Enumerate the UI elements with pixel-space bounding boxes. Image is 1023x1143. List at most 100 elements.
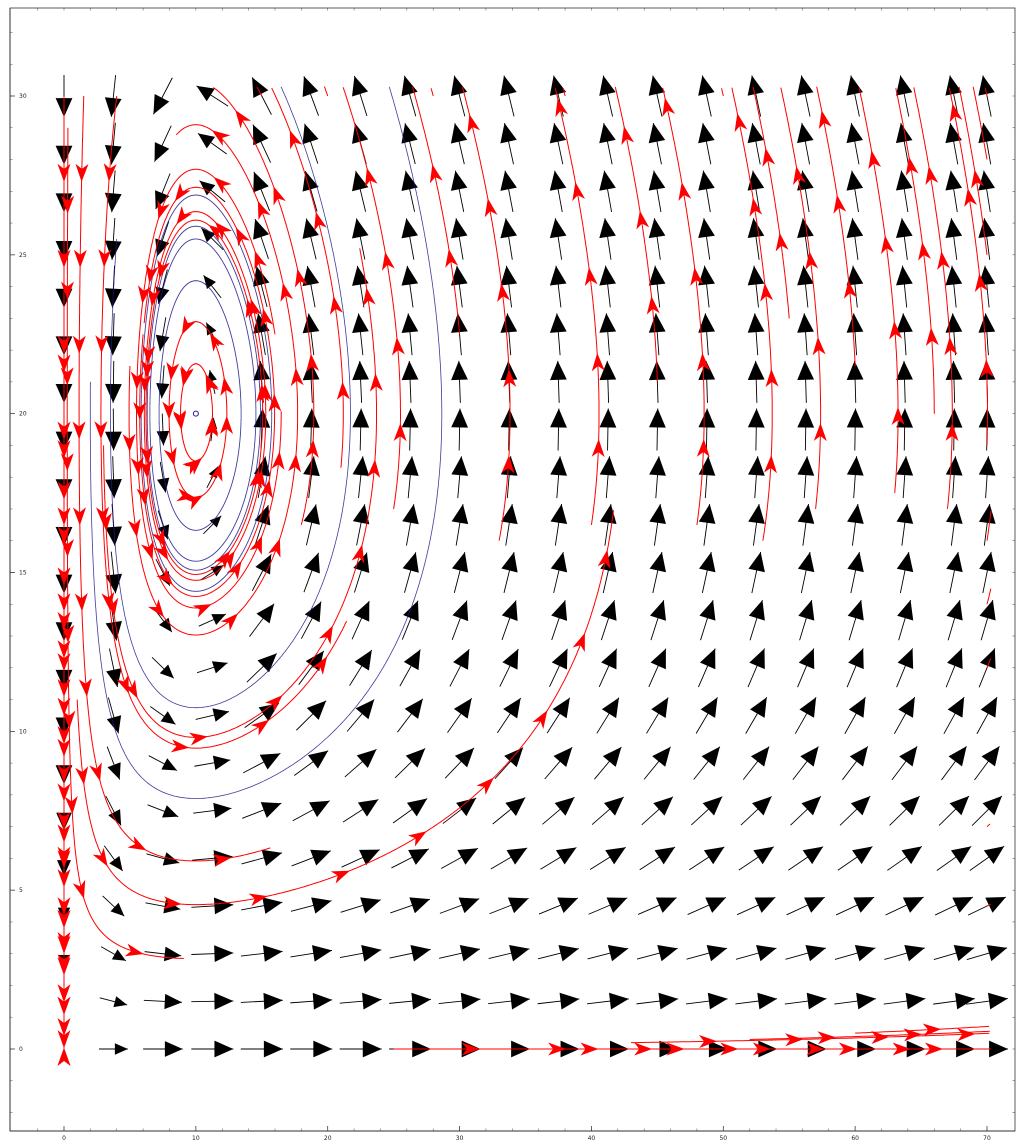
vector-arrow <box>490 847 528 870</box>
vector-arrow-head <box>199 180 216 196</box>
vector-arrow-head <box>402 504 419 525</box>
vector-arrow-head <box>982 795 1002 816</box>
vector-arrow-head <box>352 218 369 239</box>
vector-arrow <box>302 408 320 451</box>
streamline <box>271 87 350 468</box>
vector-arrow-head <box>352 456 370 476</box>
streamline-arrowhead <box>944 336 958 356</box>
vector-arrow-head <box>263 1040 283 1058</box>
streamline-arrowhead <box>501 455 515 474</box>
streamline-arrowhead <box>57 481 71 500</box>
streamline-arrowhead <box>868 150 882 170</box>
vector-arrow-head <box>805 945 826 962</box>
streamline-arrowhead <box>971 169 984 189</box>
streamline-arrowhead <box>591 353 605 372</box>
vector-arrow <box>933 945 975 962</box>
streamline-arrowhead <box>57 726 71 745</box>
vector-arrow-head <box>401 456 419 476</box>
vector-arrow-head <box>986 945 1008 962</box>
vector-arrow-head <box>658 992 679 1010</box>
vector-arrow <box>797 265 814 308</box>
vector-arrow-head <box>848 648 864 670</box>
vector-arrow <box>500 408 518 451</box>
vector-arrow <box>698 218 715 260</box>
vector-arrow-head <box>901 846 922 865</box>
vector-arrow-head <box>599 75 616 96</box>
vector-arrow <box>967 896 1007 916</box>
spiral-trajectory-path <box>110 86 351 709</box>
vector-arrow <box>797 456 815 499</box>
vector-arrow <box>747 75 765 117</box>
vector-arrow <box>390 897 431 914</box>
streamline-arrowhead <box>760 283 774 302</box>
vector-arrow <box>496 697 522 734</box>
streamline-arrowhead <box>166 361 180 381</box>
x-tick-label: 40 <box>588 1135 596 1142</box>
streamline-arrowhead <box>306 353 320 373</box>
vector-arrow <box>501 600 518 641</box>
vector-arrow <box>740 796 772 826</box>
vector-arrow-head <box>989 1040 1008 1058</box>
vector-arrow-head <box>904 945 925 962</box>
vector-arrow-head <box>500 313 518 333</box>
vector-arrow-head <box>850 796 871 816</box>
streamline-arrowhead <box>268 393 282 412</box>
vector-arrow-head <box>896 504 914 524</box>
vector-arrow <box>155 269 170 304</box>
streamline <box>972 86 988 160</box>
streamline <box>562 88 566 97</box>
streamline <box>57 969 71 1066</box>
vector-arrow <box>153 77 173 115</box>
vector-arrow <box>352 75 369 117</box>
streamline-arrowhead <box>116 674 129 694</box>
vector-arrow-head <box>648 218 666 239</box>
vector-arrow <box>636 945 678 962</box>
vector-arrow <box>302 76 319 116</box>
vector-arrow-head <box>549 218 567 239</box>
vector-arrow-head <box>214 992 234 1010</box>
streamline-arrowhead <box>305 439 319 458</box>
streamline-arrowhead <box>484 198 498 218</box>
vector-arrow-head <box>302 218 319 239</box>
vector-arrow <box>650 600 666 641</box>
x-tick-label: 20 <box>324 1135 332 1142</box>
vector-arrow-head <box>253 360 271 381</box>
vector-arrow <box>797 503 815 546</box>
vector-arrow-head <box>650 648 666 670</box>
vector-arrow-head <box>162 805 179 818</box>
vector-arrow-head <box>950 846 972 865</box>
streamline-arrowhead <box>268 538 281 558</box>
vector-arrow-head <box>905 992 926 1010</box>
vector-arrow <box>451 552 469 593</box>
vector-arrow <box>302 265 320 308</box>
vector-arrow <box>978 503 996 546</box>
vector-arrow <box>105 456 122 499</box>
vector-arrow-head <box>607 945 629 962</box>
vector-arrow-head <box>601 648 617 670</box>
y-tick-label: 5 <box>19 887 23 894</box>
vector-arrow <box>550 408 567 451</box>
vector-arrow <box>540 847 577 870</box>
streamline-path <box>430 88 434 97</box>
streamline-arrowhead <box>763 455 777 474</box>
vector-arrow-head <box>253 171 269 193</box>
vector-arrow <box>847 503 864 546</box>
streamline-arrowhead <box>572 182 586 202</box>
streamline-arrowhead <box>127 518 141 538</box>
spiral-trajectory-path <box>146 225 261 571</box>
vector-arrow-head <box>401 123 418 144</box>
streamline-path <box>168 321 228 499</box>
vector-arrow-head <box>748 504 765 524</box>
streamline-arrowhead <box>445 248 459 268</box>
vector-arrow-head <box>304 601 322 623</box>
vector-arrow-head <box>978 75 995 96</box>
vector-arrow <box>699 551 716 594</box>
vector-arrow-head <box>698 360 716 381</box>
streamline-arrowhead <box>429 164 443 184</box>
streamline-path <box>749 1030 990 1040</box>
vector-arrow-head <box>454 747 475 768</box>
vector-arrow <box>599 313 617 356</box>
streamline-arrowhead <box>94 421 108 440</box>
vector-arrow-head <box>500 265 518 286</box>
vector-arrow <box>636 992 679 1010</box>
